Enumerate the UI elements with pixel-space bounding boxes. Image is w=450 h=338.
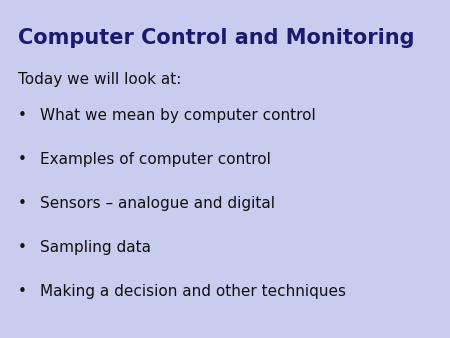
Text: •: • <box>18 108 27 123</box>
Text: What we mean by computer control: What we mean by computer control <box>40 108 316 123</box>
Text: •: • <box>18 152 27 167</box>
Text: Computer Control and Monitoring: Computer Control and Monitoring <box>18 28 414 48</box>
Text: Today we will look at:: Today we will look at: <box>18 72 181 87</box>
Text: •: • <box>18 284 27 299</box>
Text: Making a decision and other techniques: Making a decision and other techniques <box>40 284 346 299</box>
Text: Sensors – analogue and digital: Sensors – analogue and digital <box>40 196 275 211</box>
Text: Examples of computer control: Examples of computer control <box>40 152 271 167</box>
Text: •: • <box>18 240 27 255</box>
Text: •: • <box>18 196 27 211</box>
Text: Sampling data: Sampling data <box>40 240 151 255</box>
